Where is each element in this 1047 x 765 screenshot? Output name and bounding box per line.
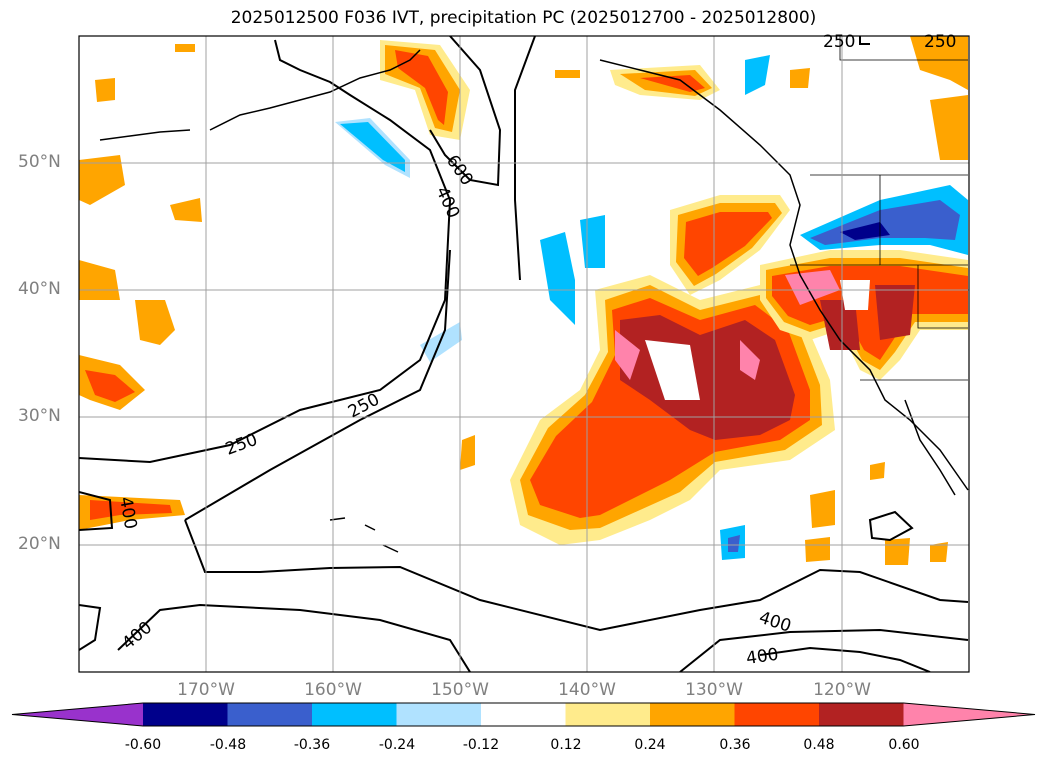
colorbar-swatch — [734, 703, 820, 726]
colorbar-tick: 0.60 — [888, 737, 920, 753]
lat-tick: 40°N — [18, 279, 61, 299]
coastlines — [99, 49, 969, 553]
colorbar-swatch — [227, 703, 313, 726]
precip-positive-fill — [79, 36, 968, 565]
colorbar-swatch — [481, 703, 566, 726]
colorbar-tick: -0.60 — [124, 737, 162, 753]
lon-tick: 160°W — [304, 680, 362, 700]
map-border — [78, 35, 970, 673]
lat-tick: 30°N — [18, 406, 61, 426]
colorbar-extend-high — [903, 703, 1035, 726]
lon-tick: 130°W — [685, 680, 743, 700]
contour-label: 400 — [745, 645, 780, 669]
lat-tick: 50°N — [18, 152, 61, 172]
colorbar-tick: -0.48 — [209, 737, 247, 753]
contour-label: 250 — [823, 32, 855, 52]
colorbar-swatch — [565, 703, 651, 726]
lon-tick: 140°W — [558, 680, 616, 700]
lon-tick: 120°W — [813, 680, 871, 700]
lon-tick: 150°W — [431, 680, 489, 700]
contour-label: 250 — [924, 32, 956, 52]
colorbar-tick: -0.36 — [293, 737, 331, 753]
colorbar-swatch — [143, 703, 228, 726]
colorbar-tick: -0.12 — [462, 737, 500, 753]
ivt-contours — [79, 36, 969, 672]
colorbar-tick: 0.36 — [719, 737, 751, 753]
colorbar-outline — [11, 702, 1036, 727]
colorbar-tick: 0.12 — [550, 737, 582, 753]
colorbar-tick: -0.24 — [378, 737, 416, 753]
colorbar-tick: 0.48 — [803, 737, 835, 753]
contour-label-group: 250 250 250 400 400 400 400 600 250 400 — [115, 32, 956, 669]
map-title: 2025012500 F036 IVT, precipitation PC (2… — [230, 8, 817, 28]
colorbar-swatch — [650, 703, 735, 726]
colorbar-tick: 0.24 — [634, 737, 666, 753]
colorbar-swatch — [819, 703, 904, 726]
lat-tick: 20°N — [18, 534, 61, 554]
colorbar-swatch — [312, 703, 397, 726]
political-borders — [790, 36, 968, 381]
colorbar-extend-low — [12, 703, 143, 726]
gridlines — [79, 36, 969, 672]
colorbar-swatch — [396, 703, 482, 726]
lon-tick: 170°W — [177, 680, 235, 700]
